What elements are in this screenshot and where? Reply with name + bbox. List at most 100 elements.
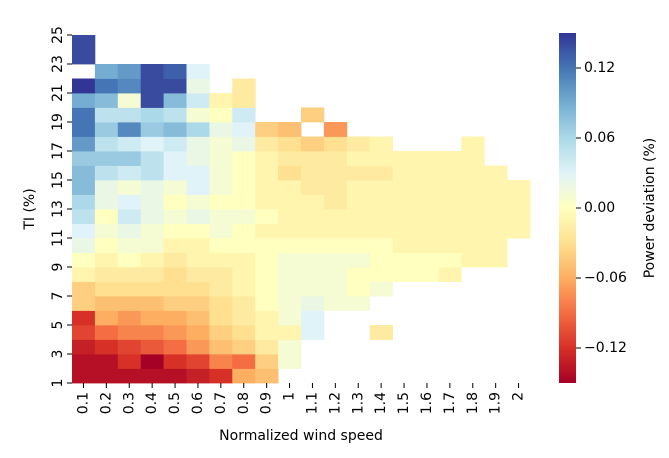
heatmap-cell: [186, 209, 210, 224]
heatmap-cell: [140, 281, 164, 297]
heatmap-cell: [140, 354, 164, 369]
heatmap-cell: [461, 165, 485, 181]
heatmap-cell: [140, 223, 164, 239]
colorbar-tick-label: 0.00: [584, 200, 615, 216]
heatmap-cell: [94, 180, 119, 195]
x-tick-label: 1.8: [465, 392, 481, 414]
heatmap-cell: [346, 151, 371, 166]
heatmap-cell: [163, 354, 187, 369]
heatmap-cell: [438, 151, 462, 166]
heatmap-cell: [163, 122, 187, 137]
heatmap-cell: [72, 180, 96, 195]
y-axis-label: TI (%): [22, 188, 38, 230]
heatmap-cell: [72, 281, 96, 297]
heatmap-cell: [323, 296, 348, 311]
heatmap-cell: [301, 223, 325, 239]
heatmap-cell: [94, 339, 119, 355]
heatmap-cell: [163, 252, 187, 268]
x-tick-label: 1.6: [419, 392, 435, 414]
heatmap-cell: [301, 194, 325, 210]
heatmap-cell: [278, 209, 302, 224]
heatmap-cell: [278, 354, 302, 369]
heatmap-cell: [484, 180, 508, 195]
y-tick-label: 17: [50, 142, 66, 160]
x-tick-label: 0.6: [190, 392, 206, 414]
heatmap-cell: [232, 194, 256, 210]
heatmap-cell: [415, 194, 439, 210]
heatmap-cell: [415, 252, 439, 268]
heatmap-cell: [484, 194, 508, 210]
heatmap-cell: [232, 368, 256, 384]
y-tick-label: 13: [50, 200, 66, 218]
x-tick-label: 0.3: [121, 392, 137, 414]
heatmap-cell: [72, 354, 96, 369]
heatmap-cell: [415, 267, 439, 282]
heatmap-cell: [72, 325, 96, 340]
heatmap-cell: [369, 238, 393, 253]
x-tick-label: 0.4: [144, 392, 160, 414]
heatmap-cell: [415, 165, 439, 181]
heatmap-cell: [72, 194, 96, 210]
colorbar-tick-label: 0.12: [584, 60, 615, 76]
heatmap-cell: [461, 194, 485, 210]
heatmap-cell: [209, 310, 233, 326]
heatmap-cell: [117, 180, 142, 195]
heatmap-cell: [186, 78, 210, 94]
heatmap-cell: [278, 296, 302, 311]
heatmap-cell: [140, 165, 164, 181]
heatmap-cell: [94, 78, 119, 94]
heatmap-cell: [278, 194, 302, 210]
heatmap-cell: [323, 165, 348, 181]
heatmap-cell: [163, 209, 187, 224]
y-tick-label: 7: [50, 292, 66, 301]
heatmap-cell: [209, 238, 233, 253]
heatmap-cell: [323, 209, 348, 224]
x-tick-label: 2: [511, 392, 527, 401]
colorbar-tick-label: 0.06: [584, 130, 615, 146]
heatmap-cell: [209, 194, 233, 210]
heatmap-cell: [209, 136, 233, 152]
heatmap-cell: [438, 267, 462, 282]
heatmap-cell: [461, 209, 485, 224]
heatmap-cell: [209, 267, 233, 282]
heatmap-cell: [140, 339, 164, 355]
heatmap-cell: [301, 281, 325, 297]
heatmap-cell: [255, 209, 279, 224]
x-tick-label: 0.2: [98, 392, 114, 414]
heatmap-cell: [72, 209, 96, 224]
heatmap-cell: [209, 122, 233, 137]
colorbar-tick-label: −0.06: [584, 270, 627, 286]
heatmap-cell: [209, 252, 233, 268]
heatmap-cell: [209, 325, 233, 340]
heatmap-cell: [186, 93, 210, 108]
heatmap-cell: [186, 122, 210, 137]
heatmap-cell: [209, 339, 233, 355]
x-tick-label: 1.7: [442, 392, 458, 414]
heatmap-cell: [186, 368, 210, 384]
heatmap-cell: [278, 238, 302, 253]
heatmap-cell: [301, 296, 325, 311]
heatmap-cell: [507, 209, 531, 224]
heatmap-cell: [369, 209, 393, 224]
heatmap-cell: [392, 223, 416, 239]
heatmap-cell: [209, 107, 233, 123]
heatmap-cell: [346, 267, 371, 282]
heatmap-cell: [301, 209, 325, 224]
x-tick-label: 1.5: [396, 392, 412, 414]
heatmap-cell: [392, 180, 416, 195]
heatmap-cell: [369, 151, 393, 166]
heatmap-cell: [163, 325, 187, 340]
heatmap-cell: [72, 93, 96, 108]
heatmap-cell: [346, 165, 371, 181]
heatmap-cell: [255, 252, 279, 268]
x-tick-label: 1: [282, 392, 298, 401]
y-tick-label: 11: [50, 229, 66, 247]
heatmap-cell: [140, 325, 164, 340]
heatmap-cell: [461, 223, 485, 239]
heatmap-cell: [94, 93, 119, 108]
heatmap-cell: [163, 78, 187, 94]
heatmap-cell: [255, 223, 279, 239]
heatmap-cell: [209, 165, 233, 181]
heatmap-cell: [209, 209, 233, 224]
